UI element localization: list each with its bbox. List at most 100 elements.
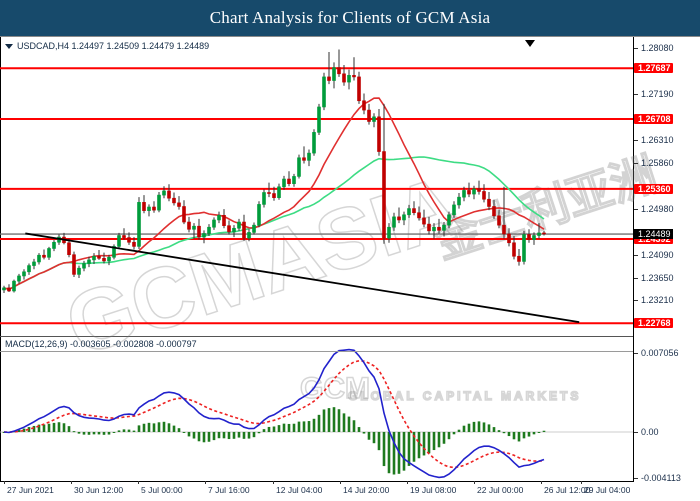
candle: [197, 218, 201, 240]
macd-histogram-bar: [432, 431, 436, 451]
macd-histogram-bar: [252, 431, 256, 438]
candle: [537, 223, 541, 239]
macd-histogram-bar: [207, 431, 211, 442]
macd-histogram-bar: [407, 431, 411, 466]
macd-histogram-bar: [242, 431, 246, 439]
macd-histogram-bar: [72, 431, 76, 433]
macd-histogram-bar: [212, 431, 216, 441]
candle: [307, 149, 311, 167]
macd-histogram-bar: [167, 423, 171, 432]
macd-histogram-bar: [512, 431, 516, 440]
macd-histogram-bar: [452, 431, 456, 435]
macd-histogram-bar: [77, 431, 81, 434]
price-scale-separator: [633, 37, 634, 482]
macd-histogram-bar: [322, 409, 326, 432]
macd-main-line: [3, 348, 545, 479]
price-tick-1.23650: 1.23650: [634, 273, 674, 283]
macd-histogram-bar: [192, 431, 196, 439]
candle: [482, 184, 486, 203]
macd-histogram-bar: [62, 423, 66, 432]
candle: [452, 201, 456, 218]
macd-histogram-bar: [92, 431, 96, 435]
price-chart-canvas[interactable]: [0, 37, 633, 334]
time-tick-3: 7 Jul 16:00: [205, 481, 250, 495]
price-tick-1.27190: 1.27190: [634, 89, 674, 99]
candle: [17, 273, 21, 284]
macd-histogram-bar: [187, 431, 191, 437]
moving-average-slow: [3, 156, 545, 291]
macd-histogram-bar: [372, 431, 376, 444]
candle: [52, 240, 56, 252]
macd-histogram-bar: [117, 430, 121, 432]
candle: [262, 189, 266, 208]
macd-tick--0.004113: -0.004113: [634, 473, 681, 483]
macd-histogram-bar: [477, 421, 481, 432]
candle: [447, 211, 451, 229]
candle: [377, 109, 381, 156]
candle: [387, 223, 391, 243]
macd-histogram-bar: [472, 421, 476, 432]
macd-histogram-bar: [32, 425, 36, 432]
candle: [242, 214, 246, 241]
macd-histogram-bar: [342, 413, 346, 432]
macd-histogram-bar: [227, 431, 231, 440]
macd-histogram-bar: [37, 424, 41, 432]
candle: [207, 224, 211, 237]
macd-histogram-bar: [57, 422, 61, 432]
macd-histogram-bar: [97, 431, 101, 435]
macd-histogram-bar: [177, 428, 181, 432]
price-scale[interactable]: 1.28080 1.27687 1.27190 1.26708 1.26310 1.258…: [634, 37, 700, 483]
macd-histogram-bar: [487, 424, 491, 432]
candle: [527, 229, 531, 243]
candle: [432, 223, 436, 239]
candle: [347, 69, 351, 90]
macd-histogram-bar: [257, 431, 261, 434]
macd-histogram-bar: [527, 431, 531, 437]
candle: [202, 230, 206, 244]
macd-histogram-bar: [347, 416, 351, 432]
candle: [237, 218, 241, 231]
candle: [42, 249, 46, 260]
macd-histogram-bar: [267, 426, 271, 432]
candle: [82, 260, 86, 272]
candle: [442, 222, 446, 237]
candle: [102, 252, 106, 264]
macd-histogram-bar: [402, 431, 406, 471]
candle: [297, 154, 301, 179]
macd-histogram-bar: [442, 431, 446, 444]
candle: [272, 186, 276, 201]
candle: [222, 209, 226, 229]
candle: [407, 204, 411, 218]
candle: [507, 228, 511, 247]
time-scale[interactable]: 27 Jun 2021 30 Jun 12:00 5 Jul 00:00 7 Jul …: [0, 481, 700, 501]
symbol-header[interactable]: USDCAD,H4 1.24497 1.24509 1.24479 1.2448…: [5, 40, 209, 52]
candle: [152, 201, 156, 213]
candle: [182, 200, 186, 225]
macd-histogram-bar: [317, 414, 321, 432]
macd-histogram-bar: [122, 429, 126, 432]
candle: [167, 184, 171, 202]
chart-top-marker-icon: [525, 40, 535, 47]
candle: [302, 146, 306, 164]
macd-histogram-bar: [502, 431, 506, 434]
macd-histogram-bar: [127, 429, 131, 432]
macd-histogram-bar: [522, 431, 526, 439]
page-title: Chart Analysis for Clients of GCM Asia: [209, 8, 491, 27]
macd-chart-canvas[interactable]: [0, 337, 633, 482]
chevron-down-icon[interactable]: [5, 43, 13, 49]
macd-histogram-bar: [332, 407, 336, 432]
price-tick-1.23210: 1.23210: [634, 295, 674, 305]
price-tick-1.26310: 1.26310: [634, 135, 674, 145]
title-bar: Chart Analysis for Clients of GCM Asia: [0, 0, 700, 36]
macd-histogram-bar: [17, 429, 21, 432]
macd-histogram-bar: [137, 425, 141, 432]
candle: [252, 222, 256, 235]
candle: [472, 185, 476, 200]
candle: [437, 218, 441, 234]
macd-histogram-bar: [232, 431, 236, 439]
candle: [417, 206, 421, 221]
candle: [172, 192, 176, 206]
macd-histogram-bar: [132, 430, 136, 432]
price-tick-1.25860: 1.25860: [634, 158, 674, 168]
candle: [72, 251, 76, 277]
